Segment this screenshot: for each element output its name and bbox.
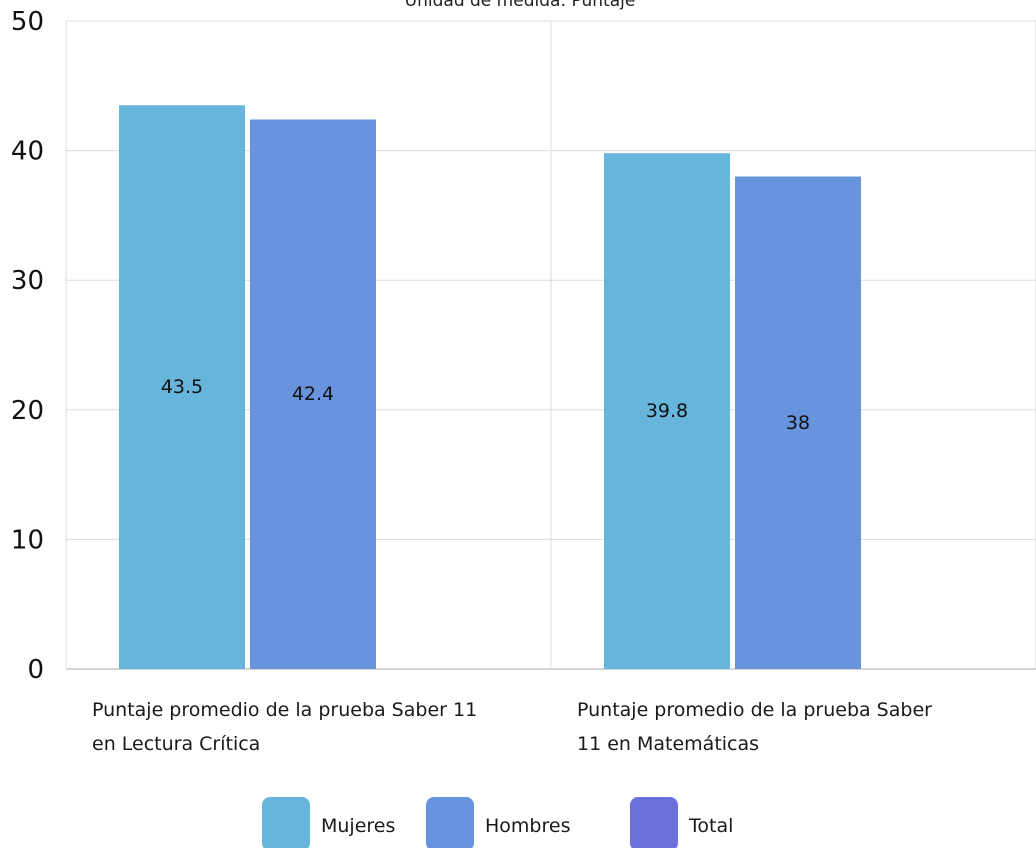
- y-tick-label: 20: [11, 396, 44, 426]
- y-tick-label: 0: [27, 655, 44, 685]
- x-tick-label: Puntaje promedio de la prueba Saber 11 en…: [92, 699, 477, 755]
- bars: 43.5 42.4 39.8 38: [119, 105, 861, 670]
- x-axis: Puntaje promedio de la prueba Saber 11 en…: [92, 699, 932, 755]
- bar-hombres: [735, 176, 861, 669]
- bar-mujeres: [604, 153, 730, 669]
- y-tick-label: 40: [11, 137, 44, 167]
- data-label: 43.5: [161, 376, 203, 398]
- y-tick-label: 50: [11, 7, 44, 37]
- data-label: 39.8: [646, 400, 688, 422]
- bar-mujeres: [119, 105, 245, 670]
- bar-hombres: [250, 119, 376, 670]
- legend-label-total: Total: [688, 815, 733, 837]
- legend-label-hombres: Hombres: [485, 815, 570, 837]
- legend-swatch-total: [630, 797, 678, 848]
- x-tick-label: Puntaje promedio de la prueba Saber 11 en…: [577, 699, 932, 755]
- chart-subtitle: Unidad de medida: Puntaje: [405, 0, 636, 11]
- y-axis: 0 10 20 30 40 50: [11, 7, 44, 685]
- data-label: 38: [786, 412, 810, 434]
- legend-swatch-hombres: [426, 797, 474, 848]
- legend: Mujeres Hombres Total: [262, 797, 733, 848]
- legend-swatch-mujeres: [262, 797, 310, 848]
- y-tick-label: 30: [11, 266, 44, 296]
- data-label: 42.4: [292, 383, 334, 405]
- legend-label-mujeres: Mujeres: [321, 815, 395, 837]
- y-tick-label: 10: [11, 525, 44, 555]
